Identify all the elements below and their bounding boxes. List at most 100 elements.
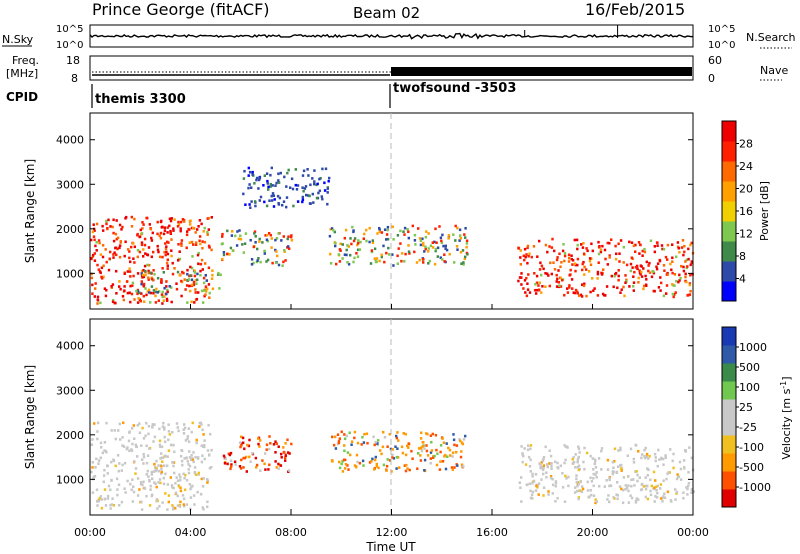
range-gate-cell — [675, 255, 678, 259]
range-gate-cell — [654, 459, 657, 463]
range-gate-cell — [644, 476, 647, 479]
range-gate-cell — [249, 206, 252, 209]
range-gate-cell — [201, 268, 204, 271]
range-gate-cell — [338, 260, 342, 263]
range-gate-cell — [427, 250, 430, 253]
range-gate-cell — [257, 257, 260, 260]
range-gate-cell — [177, 243, 180, 246]
range-gate-cell — [580, 243, 583, 246]
range-gate-cell — [654, 479, 657, 482]
range-gate-cell — [269, 173, 272, 177]
x-tick-label: 04:00 — [175, 526, 207, 539]
range-gate-cell — [159, 445, 162, 448]
range-gate-cell — [542, 457, 545, 461]
range-gate-cell — [666, 273, 669, 276]
range-gate-cell — [532, 479, 536, 483]
range-gate-cell — [414, 243, 417, 246]
range-gate-cell — [140, 292, 143, 295]
range-gate-cell — [653, 486, 656, 489]
colorbar-swatch — [722, 141, 736, 162]
range-gate-cell — [265, 172, 269, 175]
range-gate-cell — [374, 455, 377, 459]
range-gate-cell — [334, 244, 337, 248]
range-gate-cell — [443, 260, 446, 263]
range-gate-cell — [204, 285, 208, 288]
range-gate-cell — [187, 278, 191, 281]
range-gate-cell — [658, 458, 661, 461]
range-gate-cell — [265, 443, 269, 447]
range-gate-cell — [618, 260, 621, 263]
range-gate-cell — [128, 267, 131, 270]
range-gate-cell — [368, 226, 371, 230]
range-gate-cell — [559, 276, 562, 280]
range-gate-cell — [307, 194, 310, 197]
range-gate-cell — [665, 284, 669, 287]
range-gate-cell — [459, 439, 462, 443]
range-gate-cell — [342, 458, 346, 462]
range-gate-cell — [254, 241, 257, 244]
range-gate-cell — [655, 496, 659, 499]
range-gate-cell — [158, 439, 162, 443]
range-gate-cell — [174, 481, 177, 485]
range-gate-cell — [594, 501, 597, 505]
range-gate-cell — [169, 231, 172, 234]
range-gate-cell — [247, 174, 250, 177]
range-gate-cell — [326, 202, 329, 206]
range-gate-cell — [136, 477, 140, 480]
range-gate-cell — [168, 433, 171, 436]
range-gate-cell — [221, 232, 224, 236]
range-gate-cell — [291, 187, 295, 191]
range-gate-cell — [133, 460, 136, 463]
range-gate-cell — [520, 500, 523, 503]
range-gate-cell — [259, 260, 262, 264]
range-gate-cell — [90, 257, 93, 260]
range-gate-cell — [454, 224, 457, 228]
range-gate-cell — [592, 484, 595, 488]
colorbar-swatch — [722, 281, 736, 302]
range-gate-cell — [104, 504, 108, 507]
range-gate-cell — [679, 276, 682, 280]
range-gate-cell — [659, 276, 662, 279]
range-gate-cell — [290, 442, 293, 446]
range-gate-cell — [209, 432, 212, 436]
range-gate-cell — [265, 204, 269, 208]
range-gate-cell — [285, 185, 288, 188]
range-gate-cell — [247, 186, 250, 190]
range-gate-cell — [165, 250, 168, 254]
range-gate-cell — [136, 249, 140, 252]
range-gate-cell — [613, 447, 617, 451]
range-gate-cell — [352, 230, 355, 234]
range-gate-cell — [419, 437, 423, 440]
range-gate-cell — [223, 462, 227, 465]
range-gate-cell — [138, 431, 142, 435]
range-gate-cell — [629, 269, 632, 273]
range-gate-cell — [378, 259, 381, 263]
range-gate-cell — [118, 504, 121, 507]
range-gate-cell — [161, 290, 164, 294]
range-gate-cell — [563, 254, 567, 258]
range-gate-cell — [441, 437, 444, 440]
range-gate-cell — [105, 450, 108, 454]
range-gate-cell — [619, 446, 622, 450]
range-gate-cell — [268, 232, 271, 235]
range-gate-cell — [198, 219, 202, 222]
range-gate-cell — [363, 432, 366, 436]
range-gate-cell — [629, 494, 632, 497]
range-gate-cell — [282, 200, 286, 203]
range-gate-cell — [464, 236, 467, 239]
range-gate-cell — [585, 451, 589, 455]
noise-right-tick-high: 10^5 — [708, 24, 735, 35]
cpid-segment-2: twofsound -3503 — [393, 81, 516, 96]
range-gate-cell — [462, 465, 465, 468]
range-gate-cell — [665, 292, 668, 295]
range-gate-cell — [146, 290, 149, 293]
range-gate-cell — [427, 262, 430, 265]
range-gate-cell — [558, 284, 561, 287]
range-gate-cell — [531, 490, 535, 494]
range-gate-cell — [522, 287, 525, 290]
range-gate-cell — [686, 493, 689, 496]
range-gate-cell — [170, 249, 173, 252]
range-gate-cell — [269, 185, 272, 188]
range-gate-cell — [193, 269, 196, 272]
range-gate-cell — [530, 493, 534, 497]
